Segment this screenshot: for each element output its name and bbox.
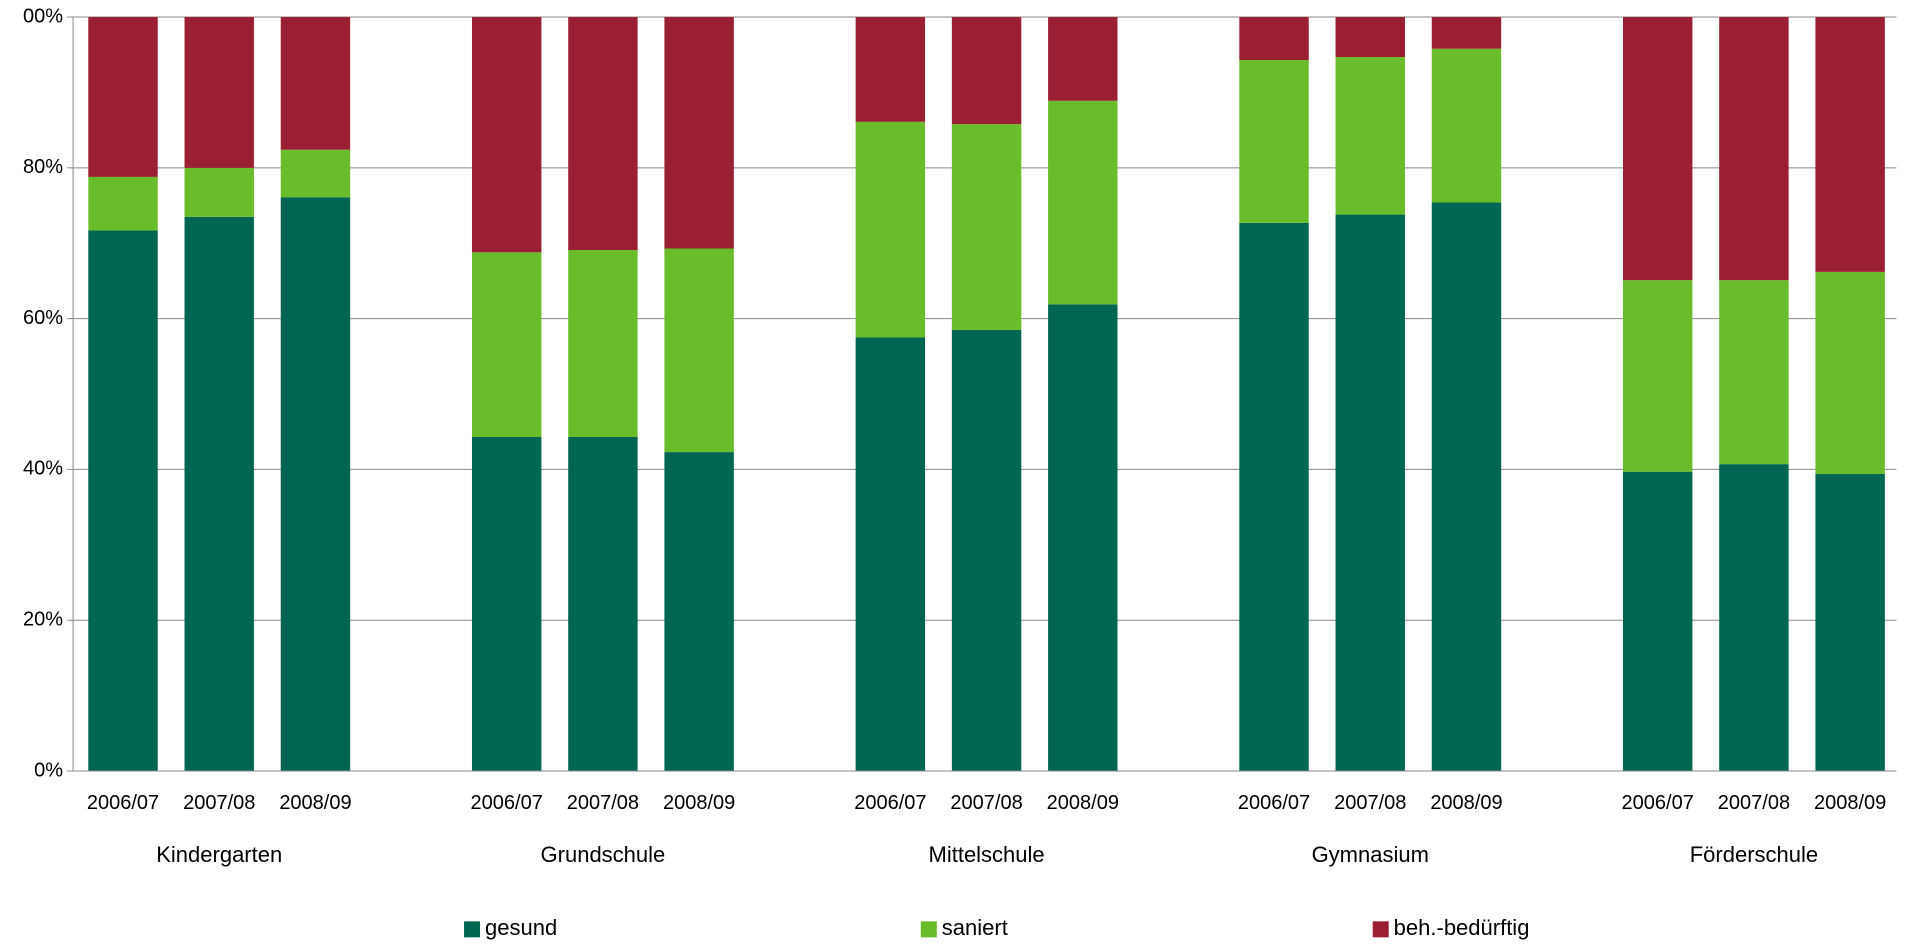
x-tick-label: 2006/07 — [854, 792, 926, 814]
x-tick-label: 2008/09 — [1430, 792, 1502, 814]
y-tick-label: 60% — [23, 307, 63, 329]
bar-segment — [1048, 17, 1118, 101]
bar-segment — [951, 124, 1022, 330]
bar-segment — [1239, 17, 1309, 61]
group-label: Mittelschule — [929, 842, 1045, 867]
bar-segment — [1719, 464, 1789, 771]
bar-segment — [280, 17, 351, 150]
legend-label: saniert — [942, 915, 1008, 940]
x-tick-label: 2006/07 — [1238, 792, 1310, 814]
legend-swatch — [1372, 921, 1389, 938]
bar-segment — [1719, 280, 1789, 465]
bar-segment — [1048, 304, 1118, 771]
x-tick-label: 2007/08 — [950, 792, 1022, 814]
bar-segment — [1239, 60, 1309, 223]
bar-segment — [1815, 17, 1885, 272]
bar-segment — [1431, 202, 1502, 771]
x-tick-label: 2006/07 — [87, 792, 159, 814]
bar-segment — [1335, 17, 1405, 58]
bar-segment — [855, 17, 926, 122]
bar-segment — [855, 121, 926, 338]
y-tick-label: 40% — [23, 458, 63, 480]
legend-swatch — [920, 921, 937, 938]
bar-segment — [88, 176, 158, 231]
group-label: Förderschule — [1690, 842, 1818, 867]
bar-segment — [1335, 214, 1405, 771]
x-tick-label: 2006/07 — [471, 792, 543, 814]
bar-segment — [88, 17, 158, 177]
bar-segment — [184, 17, 254, 168]
y-tick-label: 0% — [34, 759, 63, 781]
legend-swatch — [464, 921, 481, 938]
bar-segment — [1622, 17, 1693, 281]
bar-segment — [1622, 280, 1693, 472]
y-tick-label: 20% — [23, 608, 63, 630]
bar-segment — [568, 250, 638, 437]
y-tick-label: 80% — [23, 156, 63, 178]
group-label: Kindergarten — [156, 842, 282, 867]
y-tick-label: 00% — [23, 5, 63, 27]
bar-segment — [471, 17, 542, 253]
bar-segment — [184, 216, 254, 771]
legend-label: beh.-bedürftig — [1394, 915, 1530, 940]
bar-segment — [664, 452, 734, 771]
x-tick-label: 2008/09 — [663, 792, 735, 814]
x-tick-label: 2008/09 — [1814, 792, 1886, 814]
bar-segment — [568, 436, 638, 771]
bar-segment — [1815, 473, 1885, 771]
bar-segment — [951, 329, 1022, 771]
bar-segment — [568, 17, 638, 251]
bar-segment — [184, 167, 254, 217]
bar-segment — [1622, 471, 1693, 771]
bar-segment — [855, 337, 926, 771]
bar-segment — [664, 17, 734, 249]
bar-segment — [1239, 222, 1309, 771]
x-tick-label: 2007/08 — [183, 792, 255, 814]
bar-segment — [951, 17, 1022, 125]
bar-segment — [1431, 48, 1502, 203]
bar-segment — [1335, 57, 1405, 215]
bar-segment — [664, 248, 734, 453]
x-tick-label: 2007/08 — [1334, 792, 1406, 814]
legend-label: gesund — [485, 915, 557, 940]
x-tick-label: 2007/08 — [1718, 792, 1790, 814]
x-tick-label: 2008/09 — [279, 792, 351, 814]
x-tick-label: 2008/09 — [1047, 792, 1119, 814]
bar-segment — [88, 230, 158, 771]
bar-segment — [471, 436, 542, 771]
bar-segment — [280, 149, 351, 198]
bar-segment — [1719, 17, 1789, 281]
bar-segment — [280, 197, 351, 771]
bar-segment — [471, 252, 542, 437]
bar-segment — [1815, 271, 1885, 474]
bar-segment — [1048, 100, 1118, 305]
group-label: Gymnasium — [1312, 842, 1429, 867]
group-label: Grundschule — [541, 842, 666, 867]
bar-segment — [1431, 17, 1502, 49]
x-tick-label: 2007/08 — [567, 792, 639, 814]
x-tick-label: 2006/07 — [1622, 792, 1694, 814]
